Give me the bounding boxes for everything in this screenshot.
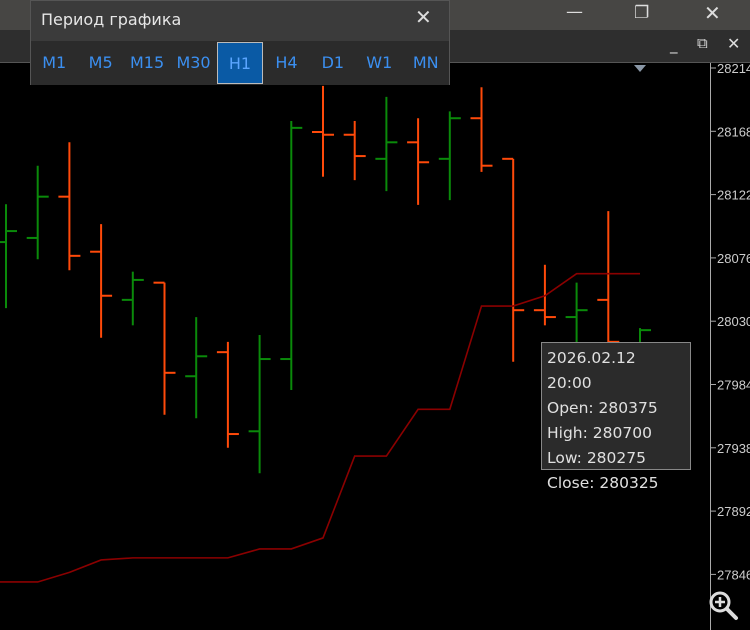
y-tick-label: 281680 — [717, 124, 750, 139]
tooltip-high: High: 280700 — [547, 424, 652, 442]
zoom-in-icon[interactable] — [706, 588, 740, 622]
ohlc-bar — [470, 87, 493, 172]
ohlc-bar — [153, 281, 176, 415]
ohlc-bar — [58, 142, 81, 271]
y-tick-label: 280300 — [717, 314, 750, 329]
ohlc-bar — [90, 224, 113, 338]
tooltip-close: Close: 280325 — [547, 474, 659, 492]
dialog-title: Период графика — [41, 10, 182, 29]
ohlc-bar — [121, 271, 144, 326]
chart-close-icon[interactable]: ✕ — [727, 34, 741, 53]
restore-icon[interactable]: ❐ — [634, 3, 650, 23]
ohlc-bar — [248, 334, 271, 474]
ohlc-bar — [312, 85, 334, 177]
period-button-m5[interactable]: M5 — [88, 53, 113, 72]
y-tick-label: 278460 — [717, 567, 750, 582]
y-tick-label: 282140 — [717, 63, 750, 76]
tooltip-date: 2026.02.12 20:00 — [547, 349, 636, 392]
period-button-d1[interactable]: D1 — [321, 53, 345, 72]
shift-marker-icon — [634, 65, 646, 72]
y-tick-label: 279840 — [717, 377, 750, 392]
period-button-h4[interactable]: H4 — [275, 53, 298, 72]
ohlc-bar — [565, 282, 588, 351]
period-button-w1[interactable]: W1 — [366, 53, 393, 72]
price-axis-line — [710, 63, 711, 630]
period-button-m30[interactable]: M30 — [176, 53, 211, 72]
ohlc-bar — [343, 120, 366, 181]
y-tick-label: 281220 — [717, 188, 750, 203]
ohlc-bar — [407, 118, 430, 205]
tooltip-open: Open: 280375 — [547, 399, 658, 417]
bar-tooltip: 2026.02.12 20:00 Open: 280375 High: 2807… — [541, 342, 691, 492]
ohlc-bar — [0, 204, 17, 309]
ohlc-bar — [26, 165, 49, 260]
y-tick-label: 280760 — [717, 251, 750, 266]
chart-period-dialog: Период графика ✕ M1 M5 M15 M30 H1 H4 D1 W1 MN — [30, 0, 450, 85]
ohlc-bar — [280, 120, 303, 391]
period-button-m15[interactable]: M15 — [130, 53, 165, 72]
minimize-icon[interactable]: — — [566, 2, 583, 22]
moving-average-line — [0, 272, 640, 583]
ohlc-bar — [502, 157, 525, 362]
close-icon[interactable]: ✕ — [704, 1, 721, 25]
period-button-h1[interactable]: H1 — [216, 42, 264, 84]
chart-minimize-icon[interactable]: _ — [670, 36, 678, 54]
tooltip-low: Low: 280275 — [547, 449, 646, 467]
y-tick-label: 278920 — [717, 504, 750, 519]
ohlc-bar — [438, 111, 461, 201]
ohlc-bar — [216, 341, 239, 448]
price-chart[interactable]: 282140 281680 281220 280760 280300 279840 2793… — [0, 63, 750, 630]
ohlc-bar — [597, 211, 620, 360]
period-button-m1[interactable]: M1 — [42, 53, 67, 72]
period-buttons: M1 M5 M15 M30 H1 H4 D1 W1 MN — [31, 41, 449, 85]
y-tick-label: 279380 — [717, 441, 750, 456]
chart-restore-icon[interactable]: ⧉ — [697, 34, 708, 52]
ohlc-bar — [185, 317, 208, 419]
period-button-mn[interactable]: MN — [412, 53, 439, 72]
close-icon[interactable]: ✕ — [415, 5, 432, 29]
ohlc-bar — [375, 96, 398, 192]
